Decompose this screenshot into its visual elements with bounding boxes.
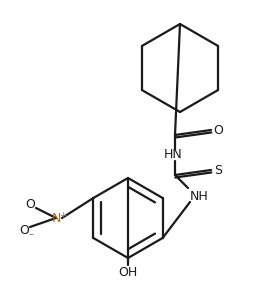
Text: O: O bbox=[213, 124, 223, 137]
Text: ⁻: ⁻ bbox=[28, 232, 34, 242]
Text: +: + bbox=[59, 211, 67, 219]
Text: HN: HN bbox=[164, 149, 182, 162]
Text: S: S bbox=[214, 164, 222, 177]
Text: O: O bbox=[19, 223, 29, 236]
Text: O: O bbox=[25, 198, 35, 211]
Text: OH: OH bbox=[118, 266, 138, 278]
Text: N: N bbox=[51, 211, 61, 225]
Text: NH: NH bbox=[190, 190, 209, 202]
